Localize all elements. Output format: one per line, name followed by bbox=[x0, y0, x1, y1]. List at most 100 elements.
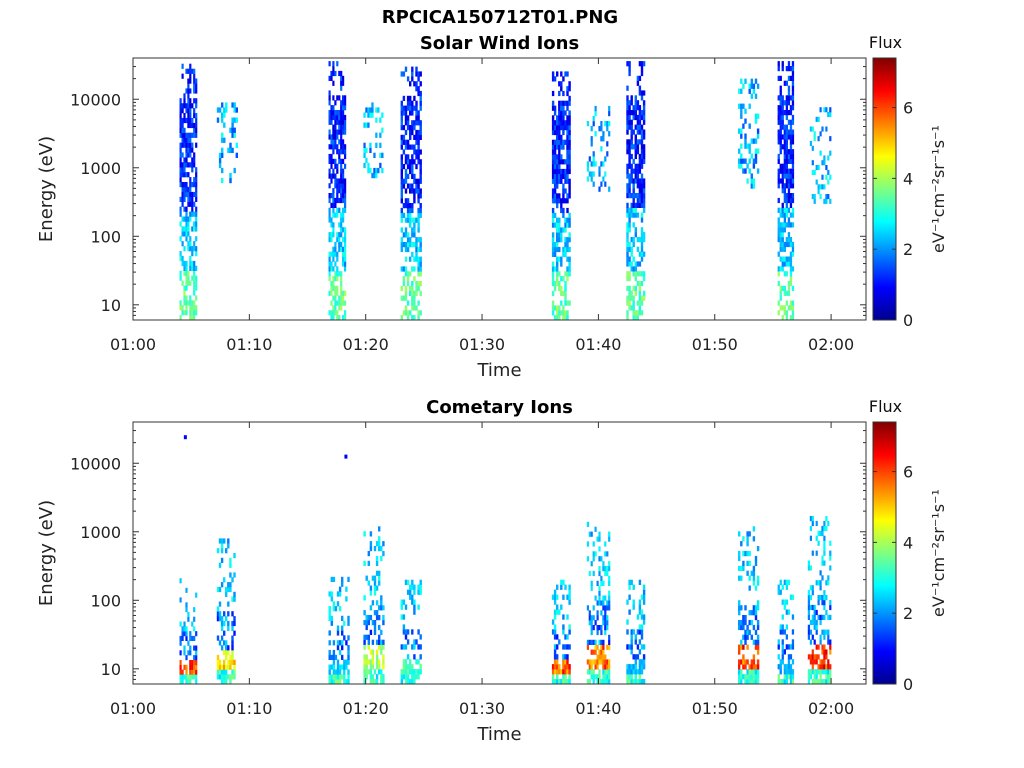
data-cell bbox=[342, 168, 345, 174]
data-cell bbox=[634, 634, 637, 640]
data-cell bbox=[344, 300, 347, 306]
data-cell bbox=[558, 305, 561, 311]
data-cell bbox=[332, 256, 335, 262]
data-cell bbox=[636, 80, 640, 86]
data-cell bbox=[328, 129, 331, 135]
data-cell bbox=[413, 599, 416, 605]
data-cell bbox=[634, 95, 637, 101]
data-cell bbox=[600, 580, 603, 586]
data-cell bbox=[777, 589, 780, 595]
data-cell bbox=[551, 168, 555, 175]
data-cell bbox=[748, 575, 751, 581]
data-cell bbox=[590, 615, 593, 621]
data-cell bbox=[380, 649, 383, 655]
data-cell bbox=[229, 147, 232, 153]
data-cell bbox=[787, 609, 791, 615]
data-cell bbox=[560, 679, 563, 685]
data-cell bbox=[336, 193, 339, 199]
data-cell bbox=[381, 127, 384, 133]
data-cell bbox=[191, 196, 194, 202]
data-cell bbox=[628, 105, 631, 111]
data-cell bbox=[628, 163, 631, 169]
data-cell bbox=[789, 110, 793, 116]
data-cell bbox=[785, 80, 788, 86]
data-cell bbox=[819, 570, 822, 576]
data-cell bbox=[417, 86, 420, 92]
data-cell bbox=[642, 183, 646, 189]
data-cell bbox=[777, 183, 780, 189]
data-cell bbox=[406, 115, 410, 121]
data-cell bbox=[560, 579, 563, 585]
data-cell bbox=[185, 221, 188, 227]
data-cell bbox=[562, 614, 565, 620]
data-cell bbox=[636, 679, 640, 685]
data-cell bbox=[813, 624, 816, 630]
data-cell bbox=[738, 531, 741, 537]
data-cell bbox=[781, 266, 784, 272]
x-axis-label: Time bbox=[476, 360, 521, 381]
data-cell bbox=[590, 639, 593, 645]
data-cell bbox=[791, 212, 795, 218]
data-cell bbox=[807, 614, 810, 620]
data-cell bbox=[628, 261, 631, 267]
data-cell bbox=[560, 100, 563, 106]
data-cell bbox=[225, 586, 228, 593]
data-cell bbox=[809, 140, 812, 146]
data-cell bbox=[334, 134, 337, 140]
data-cell bbox=[785, 207, 788, 213]
data-cell bbox=[628, 139, 631, 145]
data-cell bbox=[628, 256, 631, 262]
data-cell bbox=[411, 105, 414, 111]
data-cell bbox=[342, 188, 345, 194]
data-cell bbox=[566, 634, 569, 640]
data-cell bbox=[809, 674, 812, 680]
data-cell bbox=[183, 196, 186, 202]
data-cell bbox=[419, 207, 422, 214]
data-cell bbox=[189, 246, 192, 252]
data-cell bbox=[754, 153, 758, 159]
data-cell bbox=[551, 251, 555, 257]
data-cell bbox=[334, 119, 337, 125]
data-cell bbox=[558, 232, 561, 238]
data-cell bbox=[738, 664, 741, 670]
data-cell bbox=[375, 610, 379, 616]
data-cell bbox=[750, 173, 753, 179]
data-cell bbox=[638, 90, 642, 96]
data-cell bbox=[187, 640, 190, 646]
data-cell bbox=[823, 545, 826, 551]
data-cell bbox=[231, 122, 234, 128]
data-cell bbox=[813, 609, 816, 616]
data-cell bbox=[191, 260, 194, 267]
data-cell bbox=[606, 644, 609, 650]
data-cell bbox=[402, 232, 406, 238]
data-cell bbox=[783, 158, 786, 164]
data-cell bbox=[417, 217, 420, 223]
data-cell bbox=[406, 639, 410, 645]
data-cell bbox=[553, 159, 557, 165]
data-cell bbox=[586, 176, 589, 182]
data-cell bbox=[556, 310, 559, 316]
data-cell bbox=[375, 654, 379, 660]
data-cell bbox=[825, 525, 828, 532]
data-cell bbox=[564, 217, 567, 223]
data-cell bbox=[640, 134, 644, 140]
data-cell bbox=[781, 66, 784, 72]
data-cell bbox=[602, 580, 605, 586]
data-cell bbox=[185, 664, 188, 670]
data-cell bbox=[777, 639, 780, 645]
data-cell bbox=[626, 61, 629, 67]
data-cell bbox=[382, 674, 385, 680]
data-cell bbox=[781, 202, 784, 208]
data-cell bbox=[411, 232, 414, 238]
data-cell bbox=[419, 100, 422, 106]
data-cell bbox=[342, 183, 345, 189]
data-cell bbox=[604, 615, 607, 621]
data-cell bbox=[752, 679, 756, 685]
data-cell bbox=[187, 650, 190, 656]
data-cell bbox=[608, 566, 611, 572]
data-cell bbox=[628, 61, 631, 67]
data-cell bbox=[375, 555, 379, 562]
data-cell bbox=[626, 669, 629, 675]
data-cell bbox=[825, 198, 828, 204]
data-cell bbox=[602, 654, 605, 660]
